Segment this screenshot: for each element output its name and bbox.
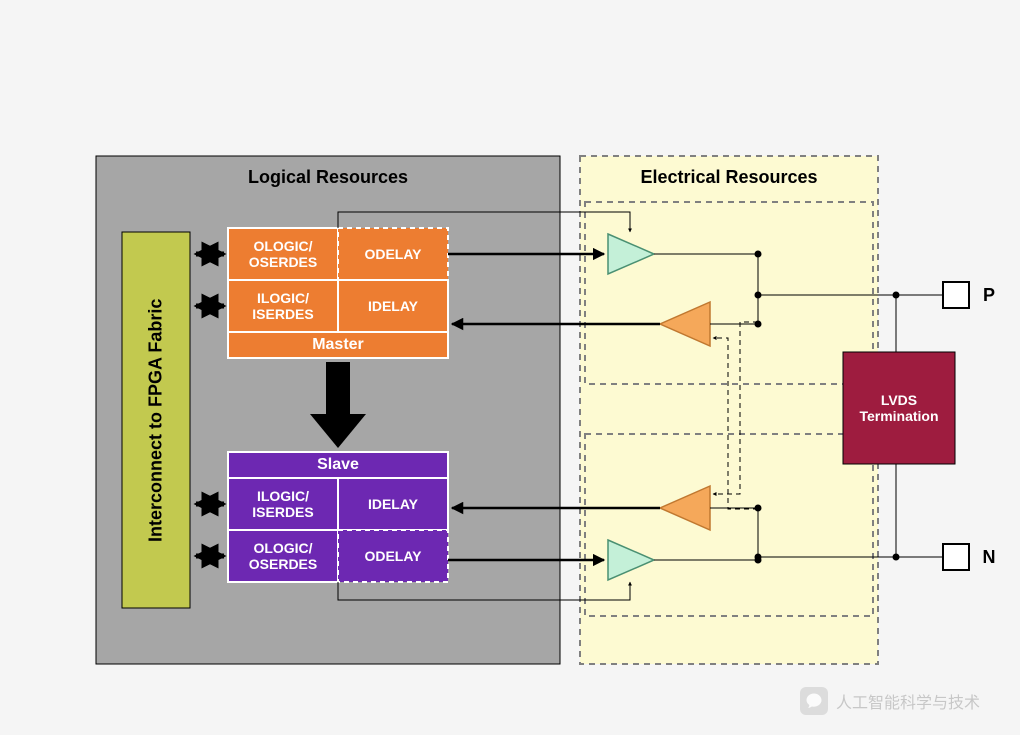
electrical-region	[580, 156, 878, 664]
master-ilogic: ILOGIC/ ISERDES	[228, 280, 338, 332]
watermark: 人工智能科学与技术	[800, 687, 980, 715]
lvds-label: LVDS Termination	[843, 352, 955, 464]
master-odelay: ODELAY	[338, 228, 448, 280]
electrical-title: Electrical Resources	[580, 162, 878, 192]
slave-odelay: ODELAY	[338, 530, 448, 582]
pad-n-label: N	[974, 542, 1004, 572]
slave-title: Slave	[228, 452, 448, 478]
slave-idelay: IDELAY	[338, 478, 448, 530]
pad-p	[943, 282, 969, 308]
pad-n	[943, 544, 969, 570]
master-title: Master	[228, 332, 448, 358]
slave-ilogic: ILOGIC/ ISERDES	[228, 478, 338, 530]
watermark-text: 人工智能科学与技术	[836, 689, 980, 713]
logical-title: Logical Resources	[96, 162, 560, 192]
master-ologic: OLOGIC/ OSERDES	[228, 228, 338, 280]
pad-p-label: P	[974, 280, 1004, 310]
slave-ologic: OLOGIC/ OSERDES	[228, 530, 338, 582]
chat-icon	[800, 687, 828, 715]
interconnect-label: Interconnect to FPGA Fabric	[122, 232, 190, 608]
master-idelay: IDELAY	[338, 280, 448, 332]
